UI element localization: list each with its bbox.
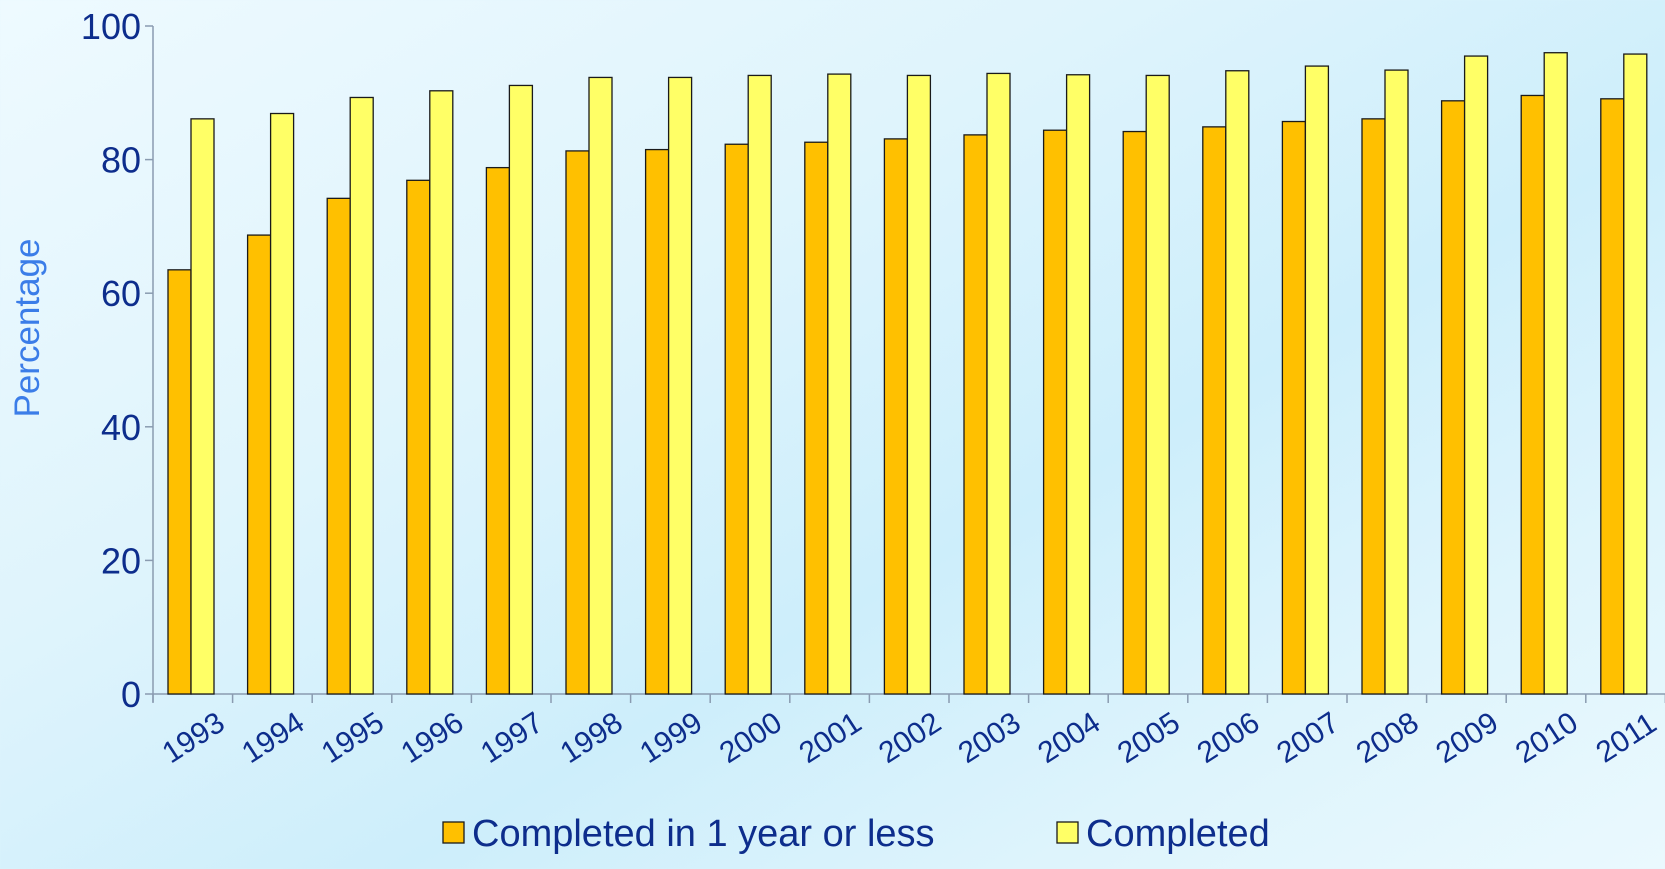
bar-completed-1yr-2003	[963, 134, 988, 695]
x-tick-label: 2006	[1191, 706, 1265, 770]
y-tick-label: 0	[121, 674, 141, 715]
legend: Completed in 1 year or less Completed	[442, 813, 1270, 855]
x-tick-label: 2011	[1590, 707, 1662, 770]
bar-completed-1yr-1993	[167, 269, 192, 695]
y-tick-label: 40	[101, 407, 141, 448]
legend-label-completed: Completed	[1086, 813, 1270, 855]
bar-completed-2003	[986, 72, 1011, 695]
x-tick-label: 2001	[793, 706, 867, 770]
bar-completed-2001	[827, 73, 852, 695]
bar-completed-2004	[1065, 74, 1091, 695]
x-tick-label: 2008	[1351, 706, 1425, 770]
bar-completed-1yr-2004	[1042, 129, 1068, 695]
y-axis-label-group: Percentage	[8, 238, 47, 417]
x-tick-label: 1997	[475, 706, 549, 770]
bar-completed-1yr-1995	[326, 197, 351, 695]
bar-completed-2007	[1304, 65, 1330, 695]
x-tick-label: 1999	[634, 706, 708, 770]
x-tick-label: 2009	[1430, 706, 1504, 770]
bars	[167, 52, 1648, 695]
bar-completed-1996	[429, 90, 454, 695]
y-tick-label: 100	[81, 6, 141, 47]
bar-completed-1yr-1999	[644, 148, 670, 695]
bar-completed-2005	[1145, 74, 1170, 695]
bar-completed-2010	[1543, 52, 1568, 695]
y-axis-label: Percentage	[8, 238, 47, 417]
bar-completed-1997	[508, 84, 534, 695]
bar-completed-1yr-2011	[1600, 98, 1625, 695]
bar-completed-1998	[588, 76, 613, 695]
bar-completed-1yr-1997	[485, 166, 511, 695]
bar-completed-2006	[1225, 70, 1250, 695]
legend-swatch-completed	[1056, 821, 1079, 844]
x-tick-label: 2000	[714, 706, 788, 770]
x-tick-label: 2002	[873, 706, 947, 770]
x-tick-label: 1996	[395, 706, 469, 770]
bar-completed-2009	[1463, 55, 1489, 695]
bar-completed-2002	[906, 74, 932, 695]
x-tick-label: 1998	[555, 706, 629, 770]
x-tick-label: 1994	[236, 706, 310, 770]
x-tick-label: 1993	[157, 706, 231, 770]
bar-completed-1yr-2006	[1202, 126, 1227, 695]
y-tick-label: 20	[101, 540, 141, 581]
y-ticks: 0 20 40 60 80 100	[81, 6, 153, 715]
bar-completed-2011	[1623, 53, 1648, 695]
bar-completed-1994	[269, 112, 295, 695]
y-tick-label: 80	[101, 140, 141, 181]
bar-completed-1yr-2008	[1361, 118, 1386, 695]
bar-completed-1yr-1994	[246, 234, 272, 695]
legend-swatch-completed-1yr	[442, 821, 465, 844]
bar-completed-1yr-2007	[1281, 120, 1307, 695]
bar-completed-2008	[1384, 69, 1409, 695]
x-tick-label: 2003	[953, 706, 1027, 770]
x-tick-label: 2010	[1510, 706, 1584, 770]
y-tick-label: 60	[101, 273, 141, 314]
bar-completed-1yr-2001	[804, 141, 829, 695]
bar-completed-1yr-2009	[1440, 100, 1466, 695]
bar-completed-1999	[667, 76, 693, 695]
x-tick-label: 2004	[1032, 706, 1106, 770]
x-tick-label: 2007	[1271, 706, 1345, 770]
bar-completed-1993	[190, 118, 215, 695]
bar-completed-1yr-1996	[406, 179, 431, 695]
bar-completed-1yr-2002	[883, 138, 909, 695]
bar-completed-2000	[747, 74, 772, 695]
bar-completed-1yr-1998	[565, 150, 590, 695]
x-tick-label: 2005	[1112, 706, 1186, 770]
bar-completed-1995	[349, 96, 374, 695]
bar-completed-1yr-2000	[724, 143, 749, 695]
bar-completed-1yr-2005	[1122, 130, 1147, 695]
x-ticks: 1993 1994 1995 1996 1997 1998 1999 2000 2001 2002…	[152, 694, 1665, 770]
bar-completed-1yr-2010	[1520, 94, 1545, 695]
x-tick-label: 1995	[316, 706, 390, 770]
legend-label-completed-1yr: Completed in 1 year or less	[472, 813, 935, 855]
